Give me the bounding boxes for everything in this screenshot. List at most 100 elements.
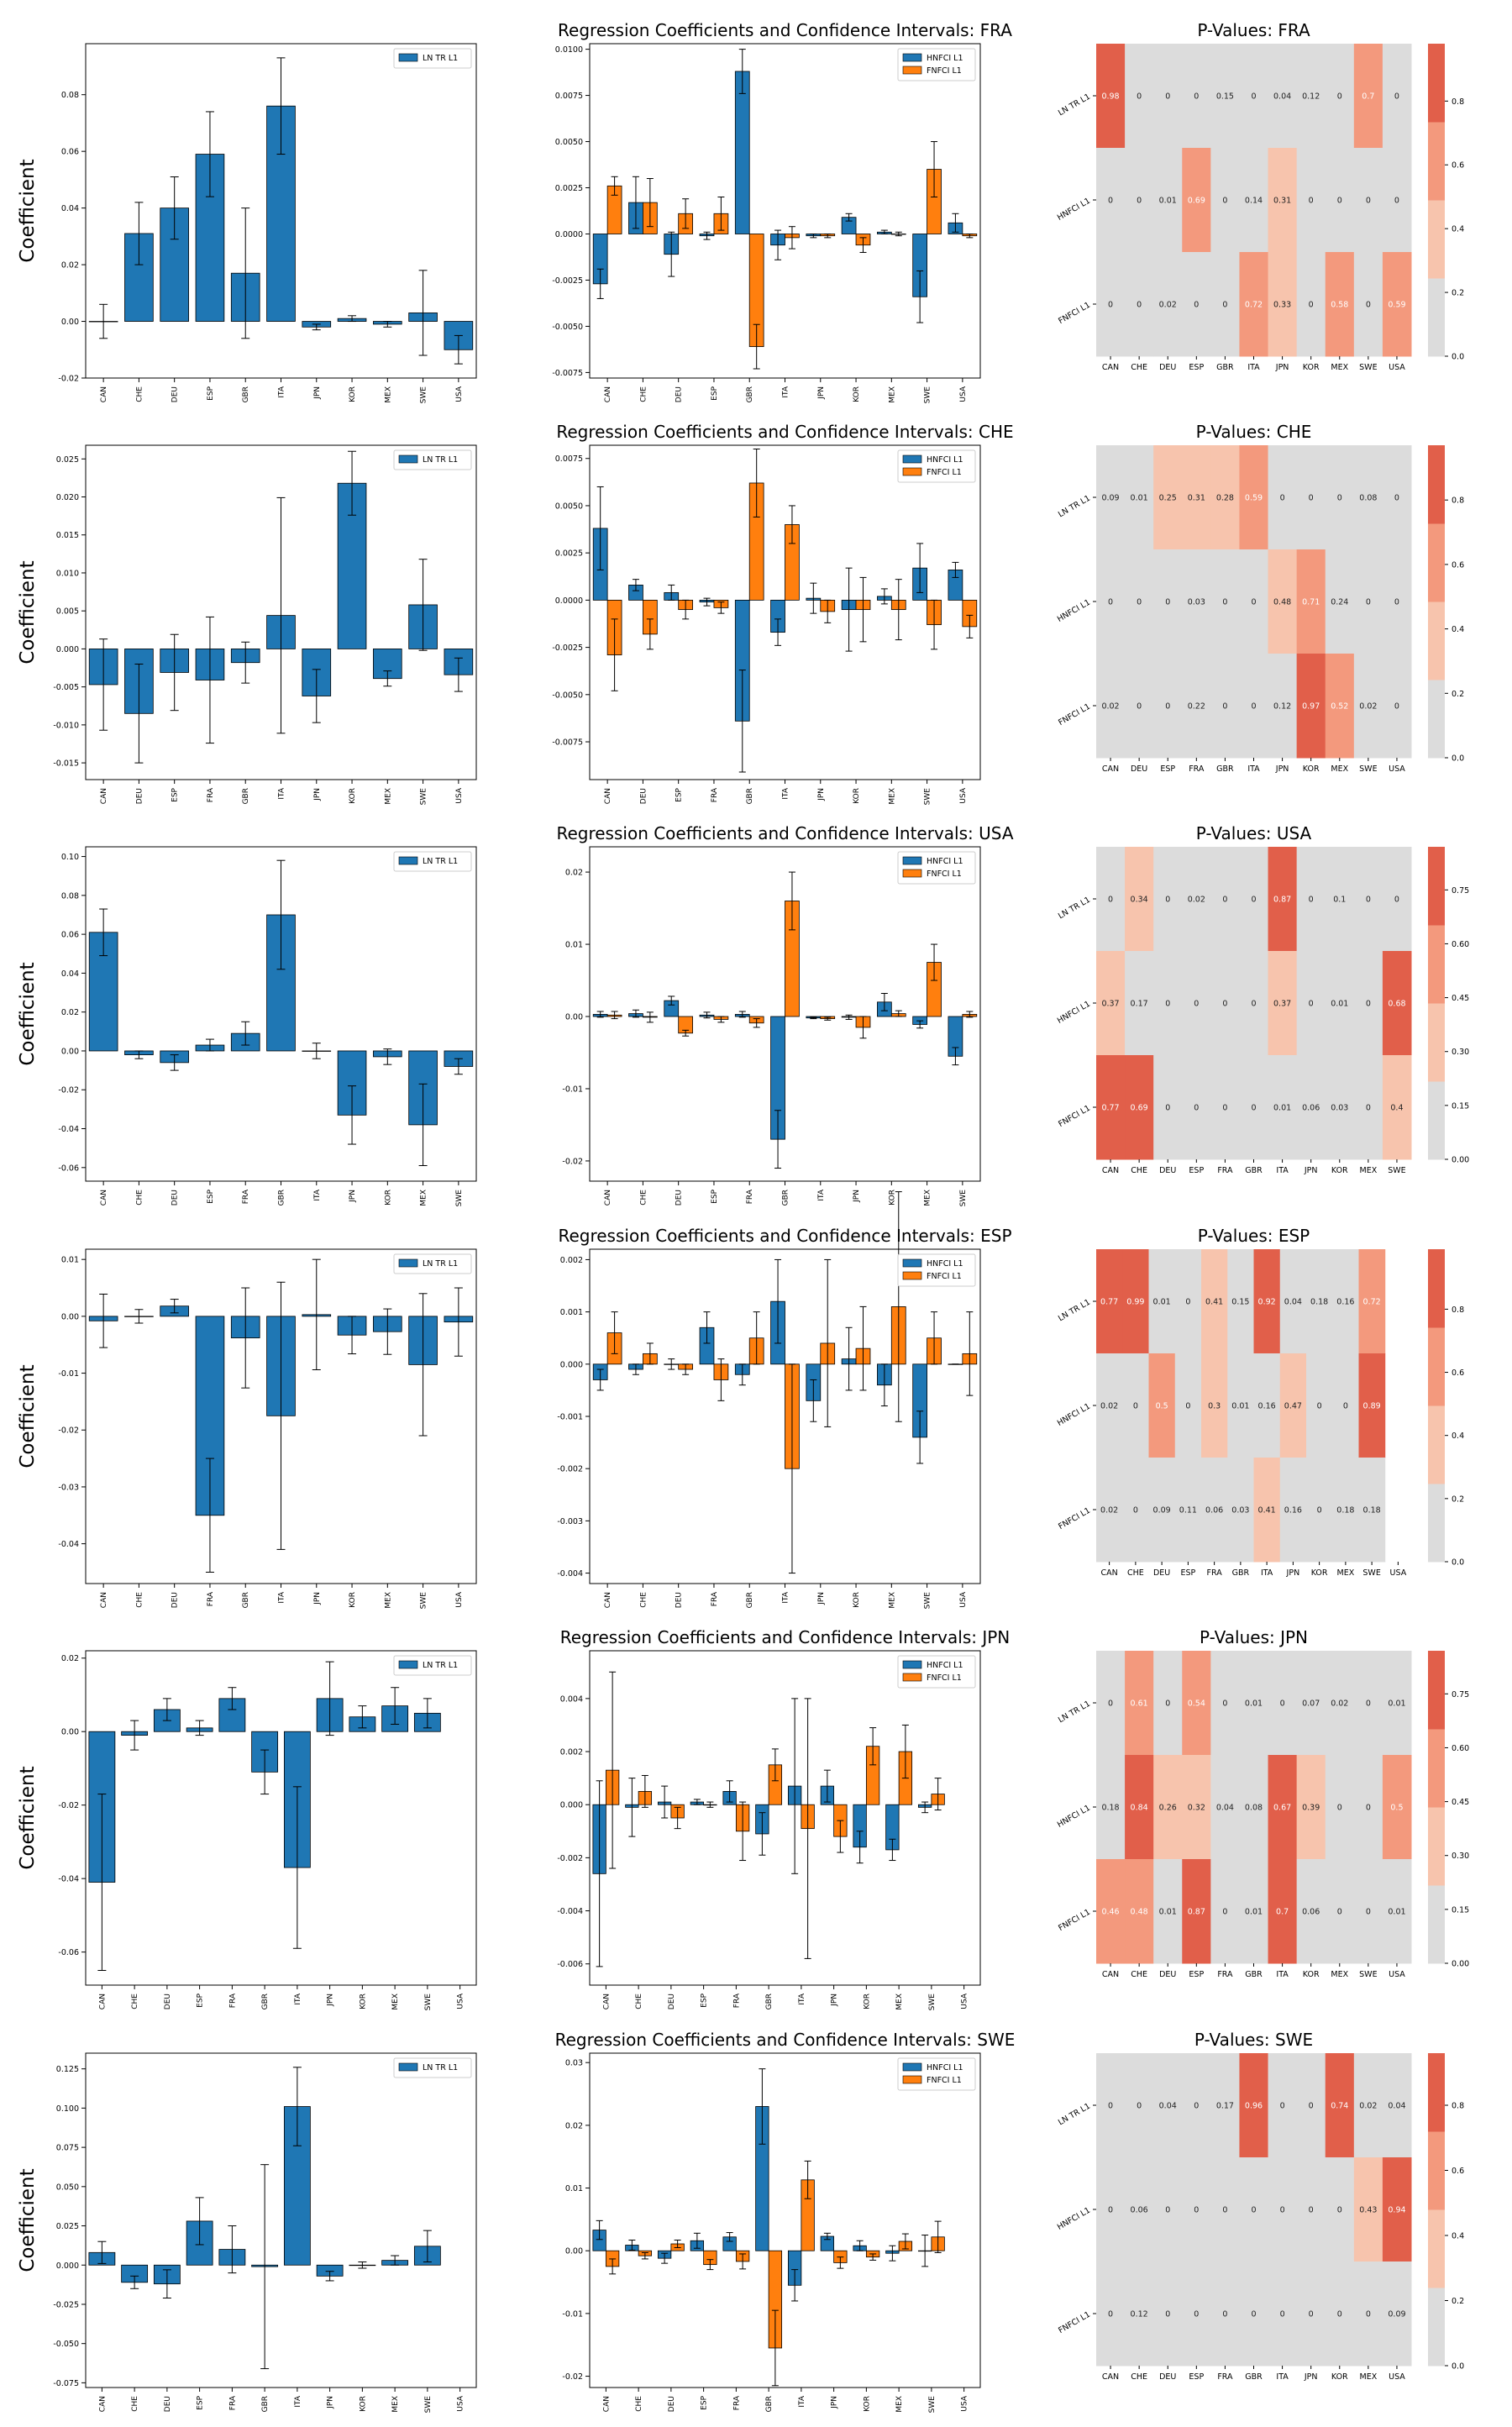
cell-label: 0 (1251, 1000, 1256, 1009)
legend-label: LN TR L1 (423, 54, 458, 63)
row-label: FNFCI L1 (1057, 702, 1092, 728)
x-tick-label: JPN (327, 2396, 335, 2409)
x-tick-label: JPN (817, 386, 826, 400)
y-tick-label: 0.08 (61, 891, 79, 901)
cell-label: 0.01 (1231, 1402, 1249, 1411)
cell-label: 0 (1165, 896, 1170, 905)
cell-label: 0.77 (1100, 1298, 1118, 1307)
heat-cell (1353, 847, 1383, 952)
x-tick-label: ESP (711, 1189, 719, 1203)
heat-cell (1325, 549, 1355, 654)
cell-label: 0.17 (1131, 1000, 1148, 1009)
x-tick-label: KOR (1303, 764, 1320, 774)
heat-cell (1296, 951, 1326, 1056)
x-tick-label: GBR (242, 1592, 250, 1608)
y-tick-label: -0.050 (53, 2340, 79, 2349)
cell-label: 0.08 (1359, 494, 1377, 503)
heat-cell (1353, 2157, 1383, 2262)
cell-label: 0.16 (1284, 1506, 1302, 1516)
colorbar-tick-label: 0.15 (1452, 1101, 1469, 1111)
y-tick-label: 0.04 (61, 969, 79, 979)
y-tick-label: 0.005 (56, 607, 79, 617)
cell-label: 0.04 (1388, 2102, 1405, 2111)
cell-label: 0 (1366, 1000, 1371, 1009)
heat-cell (1353, 951, 1383, 1056)
cell-label: 0 (1185, 1402, 1190, 1411)
cell-label: 0.02 (1100, 1402, 1118, 1411)
heat-cell (1239, 2157, 1269, 2262)
legend-swatch (398, 856, 418, 865)
x-tick-label: ITA (1276, 1970, 1289, 1979)
x-tick-label: CAN (602, 2396, 611, 2412)
heat-cell (1358, 1458, 1386, 1563)
axes-frame (85, 43, 477, 379)
x-tick-label: FRA (1217, 1166, 1233, 1175)
heat-cell (1125, 1651, 1154, 1756)
legend-label: HNFCI L1 (927, 857, 963, 866)
heat-cell (1239, 2053, 1269, 2158)
y-tick-label: 0.03 (565, 2059, 583, 2068)
heat-cell (1353, 1055, 1383, 1160)
heat-cell (1096, 2262, 1126, 2367)
cell-label: 0 (1137, 92, 1142, 102)
cell-label: 0.7 (1362, 92, 1374, 102)
heat-cell (1296, 44, 1326, 149)
cell-label: 0 (1185, 1298, 1190, 1307)
x-tick-label: DEU (1153, 1568, 1170, 1578)
cell-label: 0.69 (1131, 1104, 1148, 1113)
coef-chart-5: -0.075 -0.050 -0.025 0.000 0.025 0.050 0.075 0.… (17, 2052, 477, 2414)
x-tick-label: CAN (1101, 1568, 1118, 1578)
cell-label: 0.46 (1101, 1908, 1119, 1917)
cell-label: 0.18 (1336, 1506, 1354, 1516)
x-tick-label: DEU (1159, 1166, 1176, 1175)
legend-label: FNFCI L1 (927, 66, 962, 76)
cell-label: 0 (1280, 2102, 1285, 2111)
heat-cell (1296, 445, 1326, 550)
x-tick-label: SWE (424, 2396, 433, 2414)
cell-label: 0.09 (1101, 494, 1119, 503)
bar-hnfci (734, 71, 750, 234)
y-tick-label: -0.02 (58, 1801, 79, 1810)
cell-label: 0.48 (1131, 1908, 1148, 1917)
cell-label: 0 (1108, 301, 1113, 310)
heat-cell (1182, 2053, 1211, 2158)
x-tick-label: USA (1389, 1970, 1405, 1979)
x-tick-label: GBR (1245, 2372, 1263, 2382)
x-tick-label: JPN (1304, 2372, 1318, 2382)
cell-label: 0.15 (1216, 92, 1234, 102)
heat-cell (1353, 2053, 1383, 2158)
chart-title: Regression Coefficients and Confidence I… (558, 20, 1012, 40)
heat-cell (1210, 1055, 1240, 1160)
heat-cell (1239, 445, 1269, 550)
x-tick-label: JPN (1275, 363, 1289, 372)
heat-cell (1239, 1755, 1269, 1860)
cell-label: 0.43 (1359, 2206, 1377, 2215)
heat-cell (1353, 445, 1383, 550)
x-tick-label: CHE (131, 1994, 139, 2009)
y-tick-label: -0.02 (562, 2372, 583, 2382)
chart-title: Regression Coefficients and Confidence I… (558, 1226, 1011, 1246)
heat-cell (1268, 654, 1298, 759)
x-tick-label: ESP (1189, 2372, 1204, 2382)
cell-label: 0.72 (1245, 301, 1263, 310)
x-tick-label: JPN (1304, 1166, 1318, 1175)
colorbar-tick-label: 0.6 (1452, 560, 1464, 570)
cell-label: 0 (1343, 1402, 1348, 1411)
x-tick-label: GBR (261, 2396, 270, 2412)
cell-label: 0 (1337, 92, 1342, 102)
row-label: LN TR L1 (1057, 1298, 1092, 1324)
heat-cell (1268, 445, 1298, 550)
axes-frame (589, 1650, 981, 1986)
heat-cell (1239, 847, 1269, 952)
cell-label: 0.26 (1159, 1804, 1177, 1813)
heat-cell (1125, 847, 1154, 952)
cell-label: 0.02 (1188, 896, 1205, 905)
x-tick-label: CAN (602, 1994, 611, 2009)
cell-label: 0.18 (1310, 1298, 1328, 1307)
coef-chart-2: -0.02 -0.01 0.00 0.01 0.02 CAN CHE DEU ESP FRA GBR… (556, 823, 1013, 1206)
cell-label: 0.87 (1273, 896, 1291, 905)
cell-label: 0 (1165, 702, 1170, 712)
heat-cell (1153, 2157, 1183, 2262)
coef-chart-2: -0.06 -0.04 -0.02 0.00 0.02 0.04 0.06 0.08 0.10 C… (17, 846, 477, 1206)
x-tick-label: CAN (100, 1190, 108, 1206)
